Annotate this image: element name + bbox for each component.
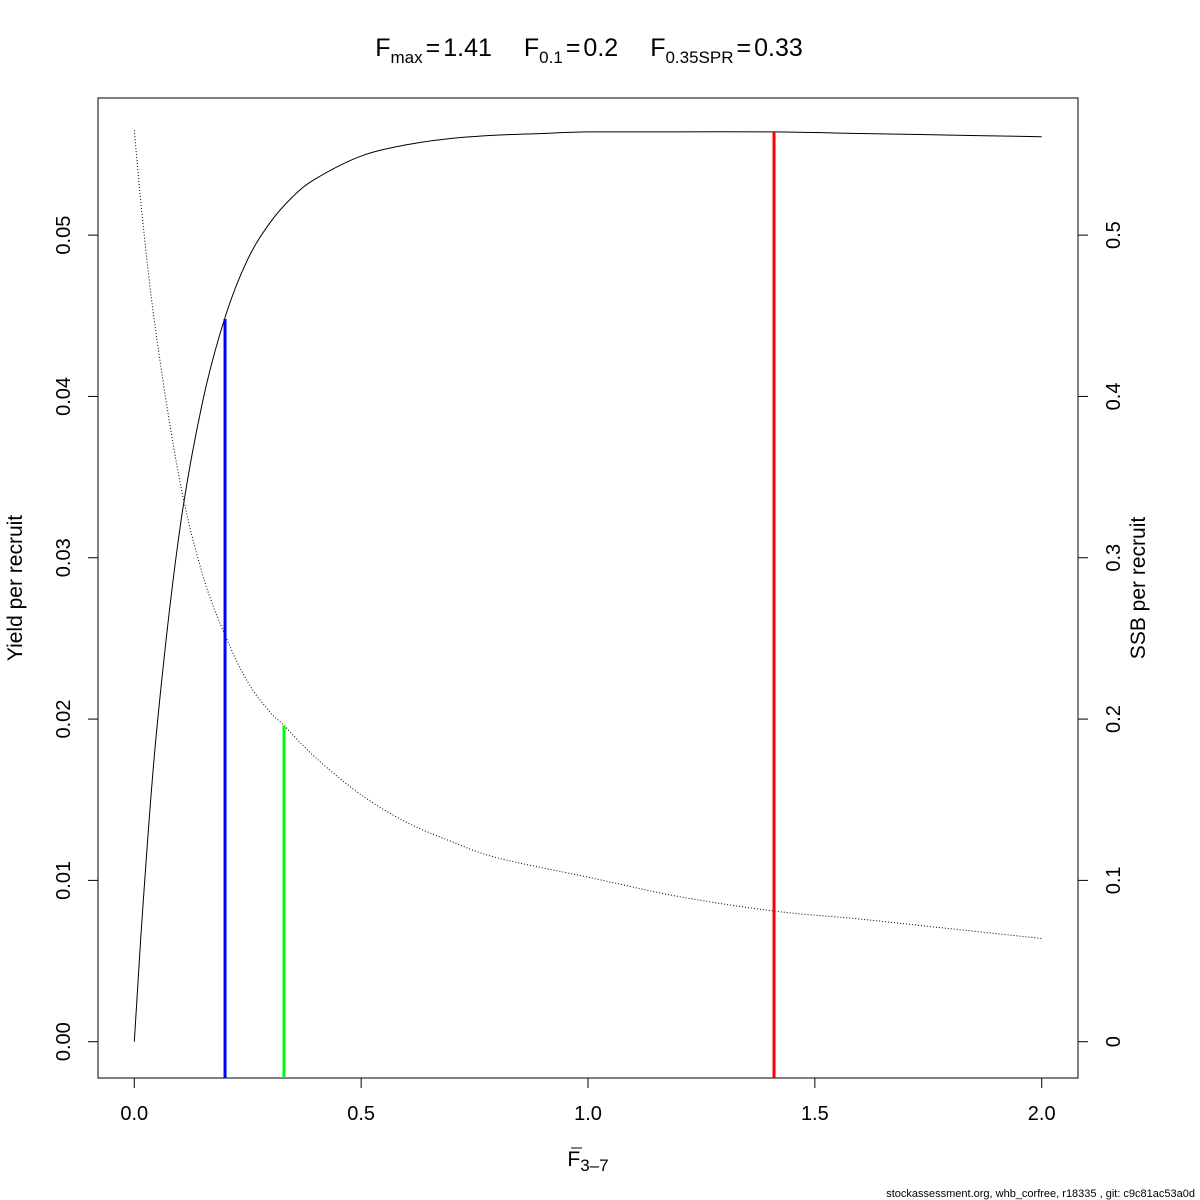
title-equals: = [737, 34, 752, 62]
y-axis-title: Yield per recruit [4, 515, 27, 661]
title-subscript: 0.1 [539, 48, 563, 67]
series-layer [133, 130, 1042, 1042]
x-axis-title-subscript: 3–7 [580, 1156, 608, 1175]
x-tick-label: 0.0 [120, 1103, 148, 1125]
title-symbol: F [524, 34, 539, 62]
x-axis-title: F3–7 [567, 1148, 608, 1175]
y2-tick-label: 0.5 [1103, 221, 1125, 249]
reference-lines [223, 131, 776, 1078]
title-equals: = [426, 34, 441, 62]
title-value: 1.41 [443, 34, 492, 62]
y2-axis-title: SSB per recruit [1127, 517, 1150, 660]
x-axis-title-symbol: F [567, 1148, 580, 1171]
y2-tick-label: 0.1 [1103, 866, 1125, 894]
chart-title: Fmax = 1.41 F0.1 = 0.2 F0.35SPR = 0.33 [375, 34, 803, 67]
y2-tick-label: 0.3 [1103, 544, 1125, 572]
y-tick-label: 0.05 [53, 216, 75, 255]
yield-per-recruit-line [133, 131, 1042, 1042]
ssb-per-recruit-line [133, 130, 1042, 939]
title-subscript: 0.35SPR [665, 48, 733, 67]
plot-frame [97, 97, 1079, 1079]
footer-note: stockassessment.org, whb_corfree, r18335… [886, 1188, 1195, 1200]
y-axis-right: 0 0.1 0.2 0.3 0.4 0.5 [1078, 221, 1125, 1047]
x-tick-label: 1.0 [574, 1103, 602, 1125]
title-equals: = [566, 34, 581, 62]
x-tick-label: 1.5 [801, 1103, 829, 1125]
y2-tick-label: 0 [1103, 1036, 1125, 1047]
y-axis-left: 0.00 0.01 0.02 0.03 0.04 0.05 [53, 216, 98, 1061]
title-value: 0.33 [754, 34, 803, 62]
x-tick-label: 2.0 [1028, 1103, 1056, 1125]
title-subscript: max [390, 48, 423, 67]
y-tick-label: 0.04 [53, 377, 75, 416]
y-tick-label: 0.03 [53, 538, 75, 577]
x-axis: 0.0 0.5 1.0 1.5 2.0 [120, 1078, 1056, 1125]
y-tick-label: 0.00 [53, 1022, 75, 1061]
y2-tick-label: 0.4 [1103, 383, 1125, 411]
title-symbol: F [375, 34, 390, 62]
y-tick-label: 0.01 [53, 861, 75, 900]
x-tick-label: 0.5 [347, 1103, 375, 1125]
title-value: 0.2 [583, 34, 618, 62]
y2-tick-label: 0.2 [1103, 705, 1125, 733]
y-tick-label: 0.02 [53, 700, 75, 739]
title-symbol: F [650, 34, 665, 62]
